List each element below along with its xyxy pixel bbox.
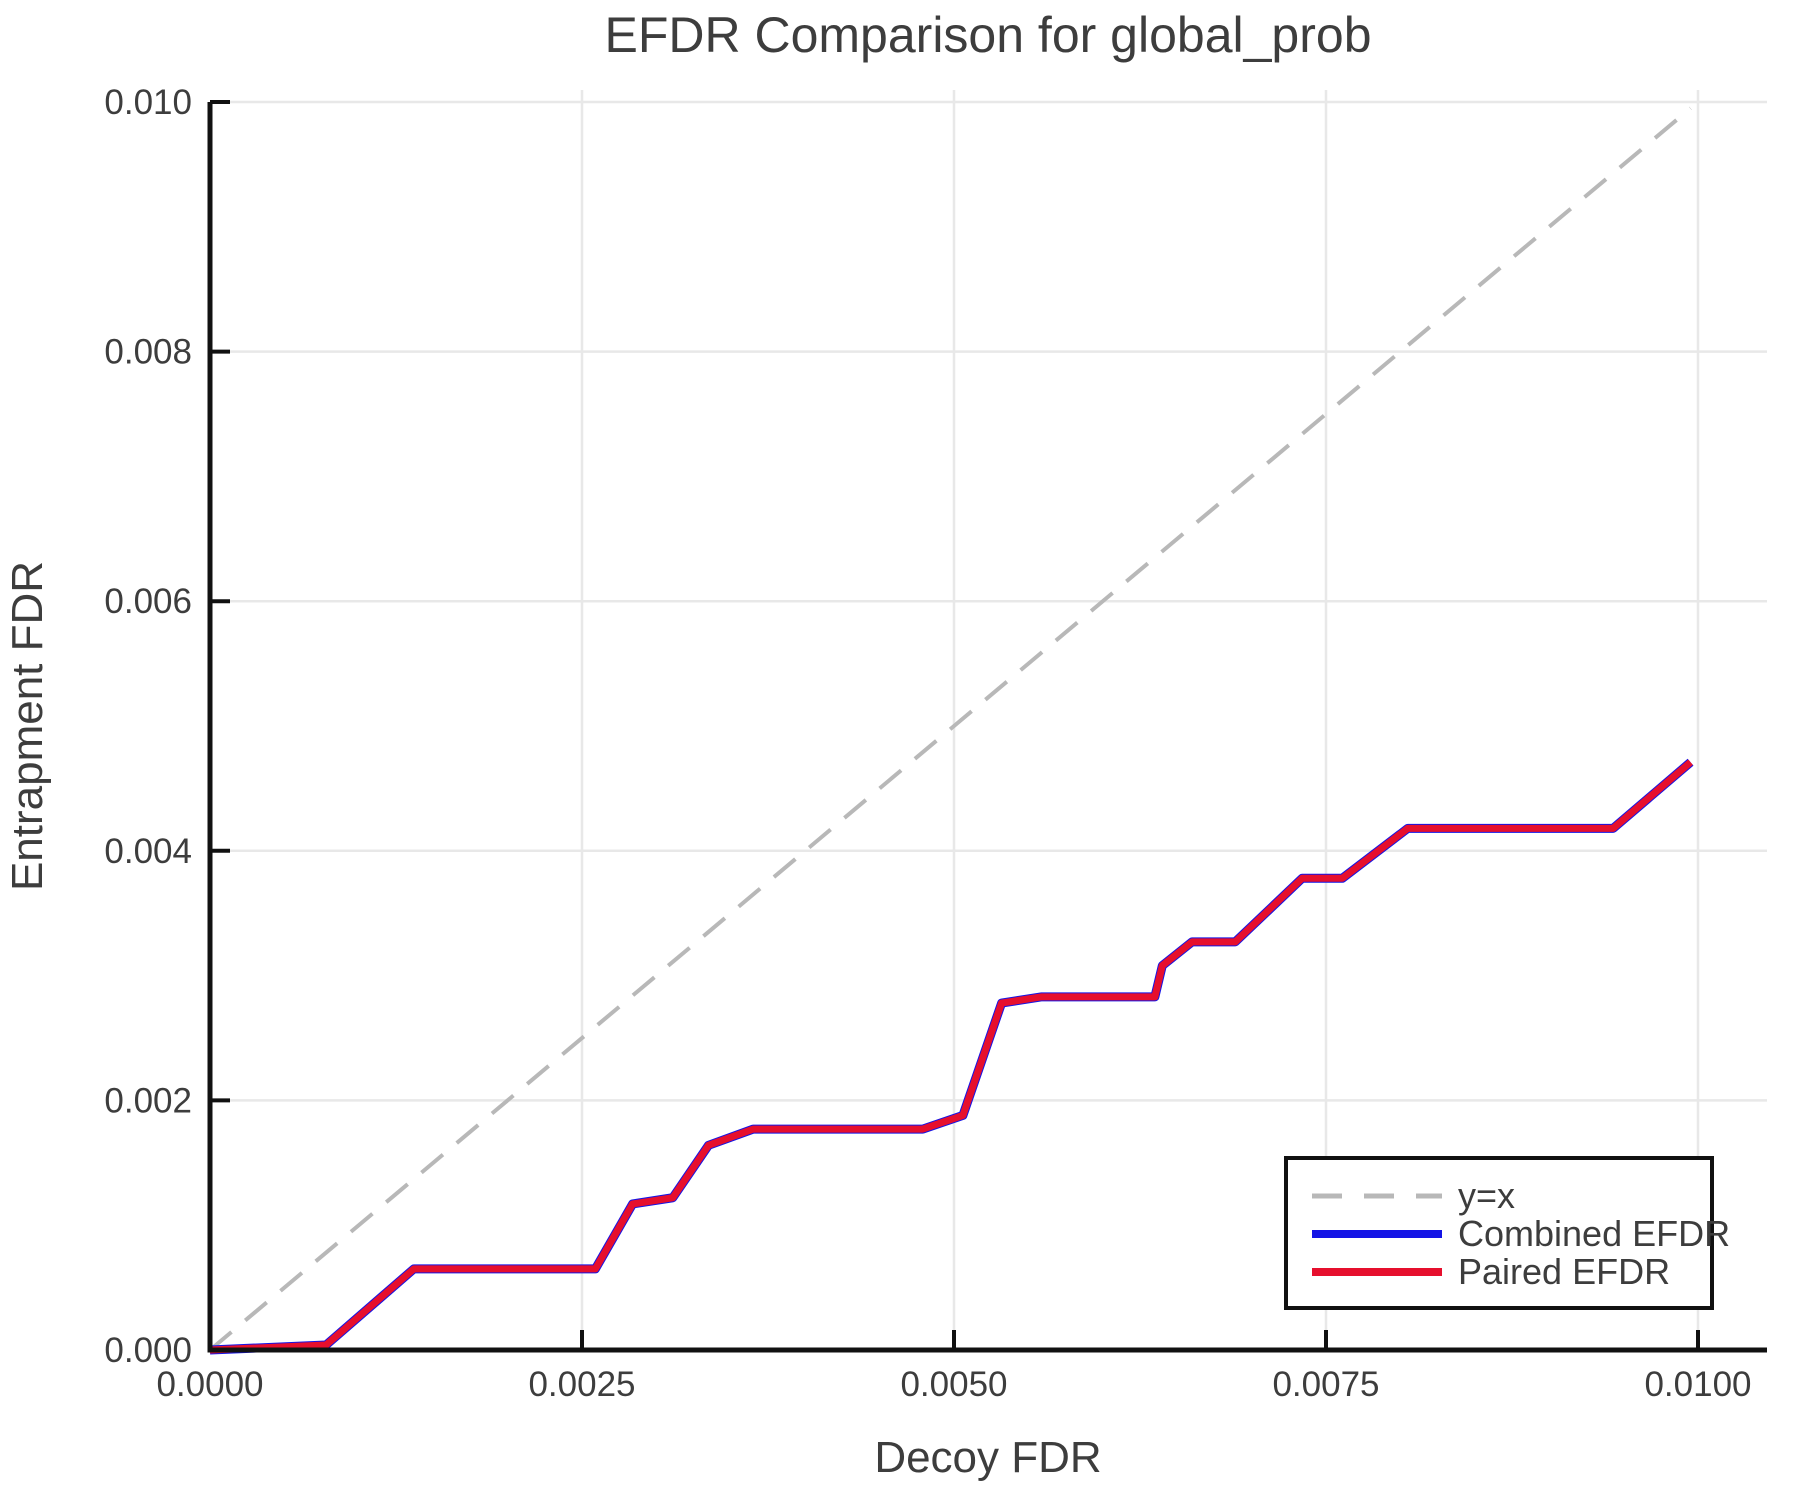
x-axis-label: Decoy FDR	[874, 1433, 1101, 1482]
y-tick-label: 0.004	[104, 832, 192, 871]
x-tick-label: 0.0000	[156, 1365, 263, 1404]
legend-label: Combined EFDR	[1458, 1213, 1730, 1254]
paired-efdr-line	[209, 759, 1693, 1354]
y-tick-label: 0.010	[104, 83, 192, 122]
legend-label: Paired EFDR	[1458, 1251, 1670, 1292]
y-tick-label: 0.006	[104, 582, 192, 621]
x-tick-label: 0.0050	[900, 1365, 1007, 1404]
chart-title: EFDR Comparison for global_prob	[604, 7, 1371, 63]
x-tick-label: 0.0075	[1272, 1365, 1379, 1404]
x-tick-label: 0.0025	[528, 1365, 635, 1404]
y-tick-label: 0.000	[104, 1331, 192, 1370]
x-tick-label: 0.0100	[1644, 1365, 1751, 1404]
y-tick-label: 0.002	[104, 1081, 192, 1120]
axis-layer	[207, 100, 1767, 1353]
legend-label: y=x	[1458, 1175, 1515, 1216]
grid-layer	[210, 90, 1767, 1350]
y-axis-label: Entrapment FDR	[3, 561, 52, 891]
tick-label-layer: 0.0000 0.0025 0.0050 0.0075 0.0100 0.000 0.002…	[104, 83, 1751, 1404]
series-layer	[208, 106, 1694, 1355]
identity-line	[208, 106, 1692, 1352]
y-tick-label: 0.008	[104, 333, 192, 372]
